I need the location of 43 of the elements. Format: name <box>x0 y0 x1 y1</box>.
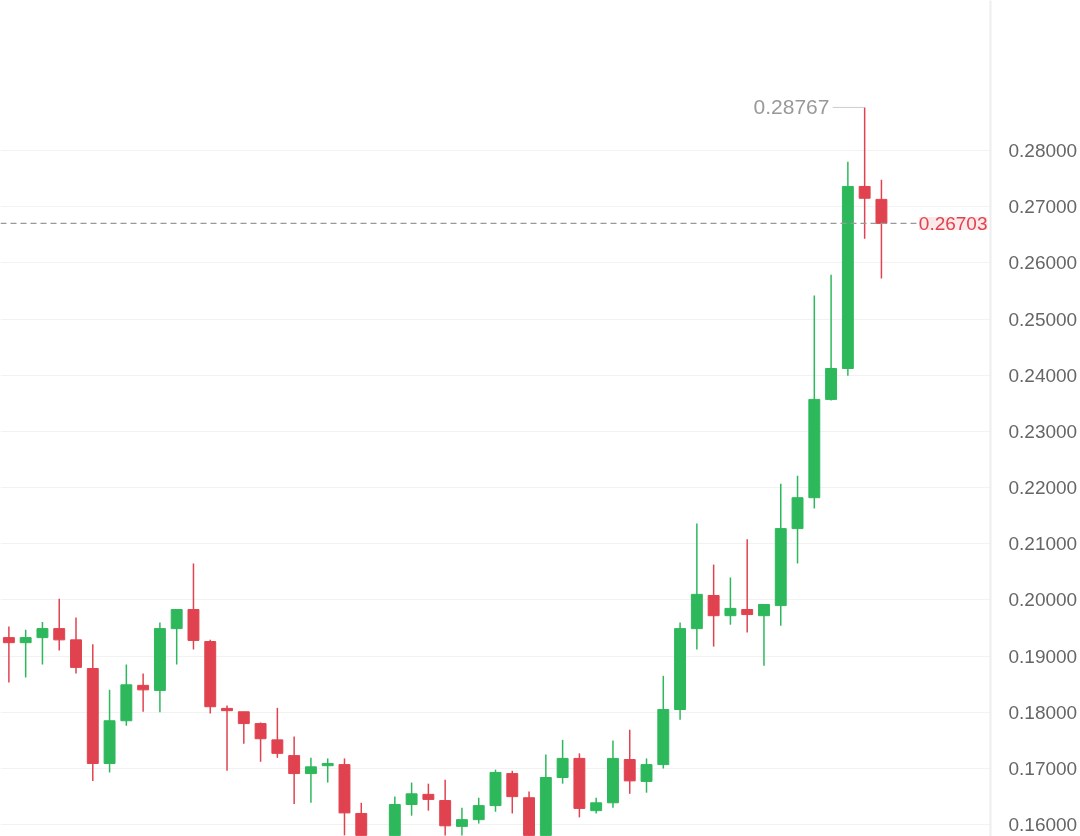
candlestick <box>221 704 233 772</box>
candlestick <box>237 711 250 745</box>
candlestick <box>170 608 183 666</box>
candlestick <box>623 729 636 795</box>
candlestick <box>640 757 653 794</box>
y-tick-label: 0.17000 <box>1008 758 1078 780</box>
y-tick-label: 0.27000 <box>1008 196 1078 218</box>
y-tick-label: 0.18000 <box>1008 701 1078 723</box>
ref-line-label: 0.26703 <box>918 212 988 234</box>
candlestick <box>724 576 737 626</box>
y-tick-label: 0.19000 <box>1008 645 1078 667</box>
y-tick-label: 0.23000 <box>1008 420 1078 442</box>
candlestick <box>422 782 435 812</box>
y-tick-label: 0.28000 <box>1008 140 1078 162</box>
candlestick <box>288 735 301 805</box>
candlestick <box>304 757 317 804</box>
candlestick <box>271 707 284 759</box>
candlestick <box>405 781 418 817</box>
candlestick <box>472 796 485 825</box>
candlestick <box>758 603 770 667</box>
candlestick <box>19 629 32 679</box>
y-tick-label: 0.20000 <box>1008 589 1078 611</box>
y-tick-label: 0.22000 <box>1008 477 1078 499</box>
y-tick-label: 0.16000 <box>1008 814 1078 836</box>
candlestick <box>137 672 150 713</box>
y-tick-label: 0.26000 <box>1008 252 1078 274</box>
y-tick-label: 0.25000 <box>1008 308 1078 330</box>
annotation: 0.28767 <box>753 95 830 119</box>
candlestick <box>875 178 888 280</box>
y-tick-label: 0.24000 <box>1008 364 1078 386</box>
candlestick <box>254 721 267 763</box>
candlestick <box>455 807 468 836</box>
candlestick <box>556 739 569 785</box>
candlestick <box>506 770 519 815</box>
candlestick <box>2 625 15 684</box>
candlestick <box>741 538 754 634</box>
candlestick <box>321 757 334 784</box>
candlestick <box>53 598 66 652</box>
candlestick <box>36 621 49 666</box>
candlestick <box>858 106 871 240</box>
y-tick-label: 0.21000 <box>1008 533 1078 555</box>
candlestick <box>707 563 720 648</box>
candlestick <box>355 802 368 836</box>
